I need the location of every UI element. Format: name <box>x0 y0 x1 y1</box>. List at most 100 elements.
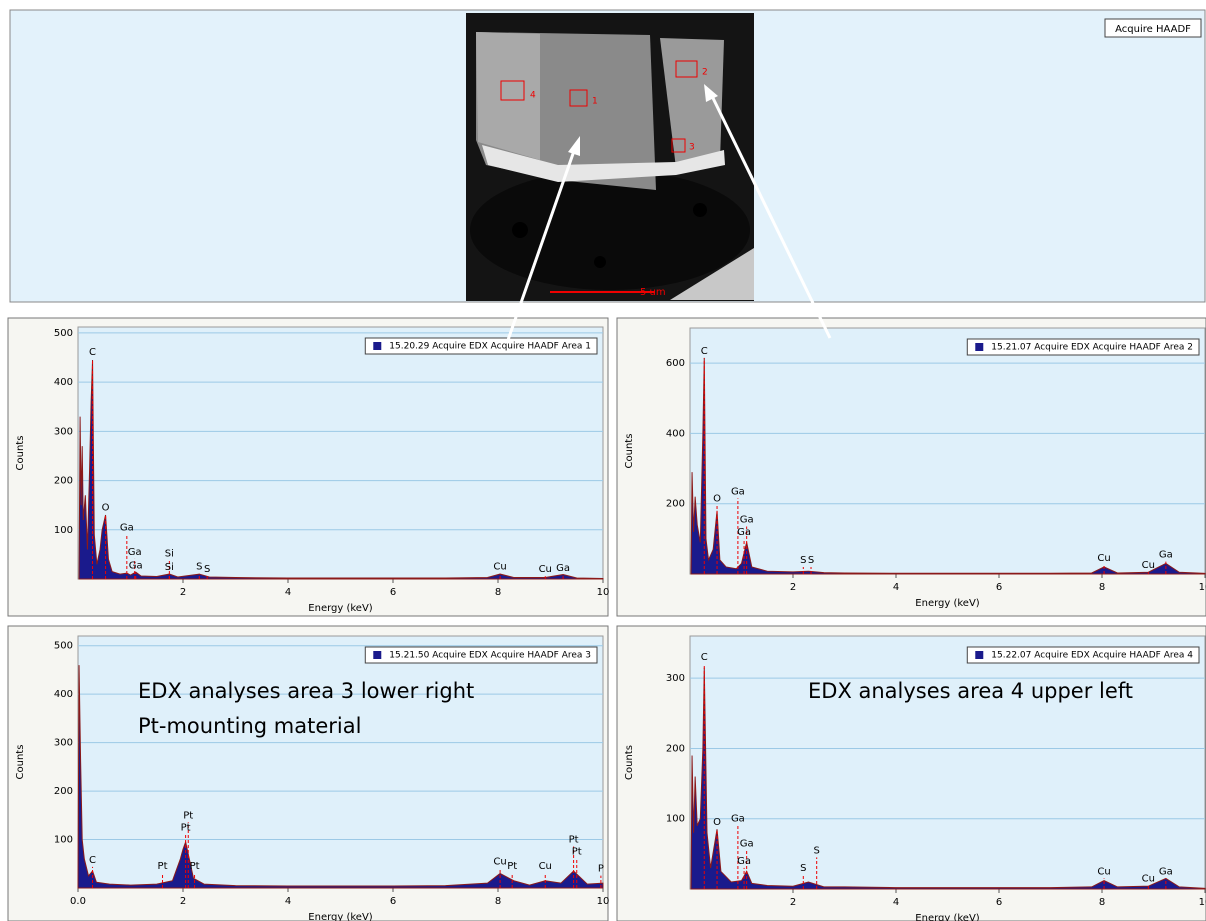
area-label: 1 <box>592 97 598 107</box>
legend-label: 15.21.07 Acquire EDX Acquire HAADF Area … <box>991 343 1193 353</box>
peak-label: Pt <box>190 861 200 872</box>
peak-label: S <box>196 562 202 573</box>
peak-label: Pt <box>183 810 193 821</box>
y-tick-label: 300 <box>54 738 73 749</box>
peak-label: Pt <box>158 861 168 872</box>
x-tick-label: 10 <box>1199 897 1206 908</box>
x-tick-label: 8 <box>495 896 501 907</box>
x-axis-label: Energy (keV) <box>915 598 980 609</box>
area-label: 2 <box>702 68 708 78</box>
peak-label: C <box>701 346 708 357</box>
plot-area <box>77 635 604 889</box>
y-tick-label: 600 <box>666 358 685 369</box>
peak-label: P <box>598 864 604 875</box>
x-axis-label: Energy (keV) <box>308 912 373 921</box>
spectrum-chart: 100 200 300 400 500 2 4 6 8 10 Energy (keV) Counts C… <box>7 317 610 617</box>
peak-label: Ga <box>740 838 754 849</box>
legend-box <box>966 338 1200 356</box>
acquire-button-label: Acquire HAADF <box>1115 24 1191 35</box>
peak-label: Pt <box>572 847 582 858</box>
peak-label: Ga <box>120 522 134 533</box>
peak-label: O <box>102 503 110 514</box>
x-tick-label: 6 <box>996 582 1002 593</box>
y-tick-label: 400 <box>666 428 685 439</box>
legend-swatch <box>975 343 984 351</box>
x-tick-label: 6 <box>390 896 396 907</box>
x-tick-label: 6 <box>390 587 396 598</box>
x-tick-label: 4 <box>893 582 899 593</box>
peak-label: Cu <box>539 861 552 872</box>
x-tick-label: 2 <box>180 587 186 598</box>
peak-label: Ga <box>556 563 570 574</box>
acquire-button[interactable] <box>1104 18 1202 38</box>
peak-label: Ga <box>737 527 751 538</box>
legend-swatch <box>975 651 984 659</box>
x-axis-label: Energy (keV) <box>308 603 373 614</box>
y-tick-label: 500 <box>54 641 73 652</box>
peak-label: Si <box>165 562 174 573</box>
spectrum-chart: 100 200 300 400 500 0.0 2 4 6 8 10 Energy (keV) Coun… <box>7 625 610 921</box>
x-tick-label: 10 <box>597 896 610 907</box>
x-tick-label: 10 <box>597 587 610 598</box>
plot-area <box>77 326 604 580</box>
y-tick-label: 400 <box>54 689 73 700</box>
peak-label: Cu <box>539 564 552 575</box>
spectrum-area <box>690 357 1206 575</box>
peak-label: Cu <box>1097 866 1110 877</box>
legend-box <box>966 646 1200 664</box>
legend-label: 15.22.07 Acquire EDX Acquire HAADF Area … <box>991 651 1193 661</box>
y-tick-label: 400 <box>54 377 73 388</box>
x-tick-label: 4 <box>285 587 291 598</box>
peak-label: O <box>713 817 721 828</box>
plot-area <box>689 327 1206 575</box>
peak-label: S <box>800 555 806 566</box>
peak-label: S <box>808 555 814 566</box>
x-tick-label: 8 <box>1099 582 1105 593</box>
y-axis-label: Counts <box>624 434 635 469</box>
spectrum-area <box>690 667 1206 890</box>
y-tick-label: 100 <box>666 814 685 825</box>
peak-label: C <box>89 855 96 866</box>
peak-label: Si <box>165 548 174 559</box>
peak-label: Pt <box>569 835 579 846</box>
x-tick-label: 2 <box>790 582 796 593</box>
peak-label: Cu <box>1142 560 1155 571</box>
annotation: Pt-mounting material <box>138 714 361 738</box>
peak-label: Cu <box>1142 873 1155 884</box>
plot-area <box>689 635 1206 890</box>
y-axis-label: Counts <box>15 436 26 471</box>
x-tick-label: 2 <box>790 897 796 908</box>
arrows <box>506 84 832 341</box>
x-tick-label: 4 <box>285 896 291 907</box>
peak-label: Ga <box>740 515 754 526</box>
legend-label: 15.20.29 Acquire EDX Acquire HAADF Area … <box>389 342 591 352</box>
annotation: EDX analyses area 4 upper left <box>808 679 1133 703</box>
legend: 15.20.29 Acquire EDX Acquire HAADF Area … <box>364 337 598 355</box>
peak-label: Ga <box>1159 550 1173 561</box>
peak-label: Ga <box>1159 866 1173 877</box>
peak-label: Cu <box>493 562 506 573</box>
spectrum-area <box>77 665 604 889</box>
x-tick-label: 10 <box>1199 582 1206 593</box>
y-tick-label: 100 <box>54 835 73 846</box>
peak-label: Ga <box>737 856 751 867</box>
legend-swatch <box>373 651 382 659</box>
peak-label: S <box>204 564 210 575</box>
spectra: 100 200 300 400 500 2 4 6 8 10 Energy (keV) Counts C… <box>7 317 1206 921</box>
legend-swatch <box>373 342 382 350</box>
y-tick-label: 100 <box>54 525 73 536</box>
area-label: 4 <box>530 91 536 101</box>
x-tick-label: 8 <box>1099 897 1105 908</box>
y-axis-label: Counts <box>624 745 635 780</box>
x-tick-label: 8 <box>495 587 501 598</box>
y-tick-label: 200 <box>54 476 73 487</box>
spectrum-area <box>78 359 604 580</box>
y-tick-label: 200 <box>54 786 73 797</box>
y-tick-label: 200 <box>666 743 685 754</box>
peak-label: O <box>713 493 721 504</box>
x-tick-label: 0.0 <box>70 896 86 907</box>
spectrum-chart: 200400600246810Energy (keV)CountsCOGaGaG… <box>616 317 1206 617</box>
legend: 15.21.50 Acquire EDX Acquire HAADF Area … <box>364 646 598 664</box>
peak-label: Ga <box>731 814 745 825</box>
